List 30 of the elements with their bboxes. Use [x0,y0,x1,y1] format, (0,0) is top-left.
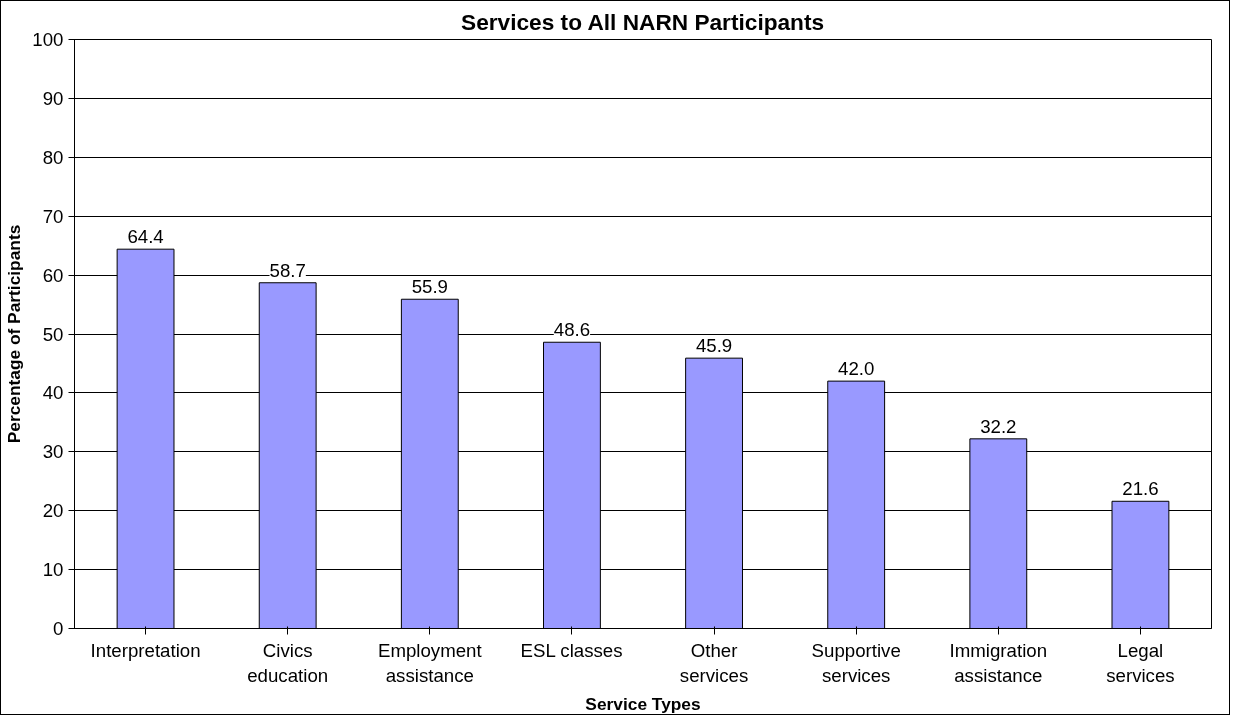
y-tick-label: 20 [42,500,64,522]
x-tick-label: ESL classes [520,639,623,661]
data-label: 64.4 [127,226,164,248]
y-tick-label: 0 [53,618,64,639]
y-tick-label: 40 [42,382,64,404]
x-tick-label: Civics education [247,639,329,686]
data-label: 32.2 [980,415,1017,437]
y-tick-label: 80 [42,146,64,168]
x-axis-title: Service Types [585,693,701,714]
x-tick-label: Interpretation [90,639,201,661]
data-label: 58.7 [269,259,306,281]
y-tick-label: 70 [42,205,64,227]
data-label: 21.6 [1122,478,1159,500]
x-tick-label: Legal services [1106,639,1175,686]
x-tick-label: Immigration assistance [949,639,1048,686]
x-tick-label: Employment assistance [377,639,483,686]
chart-title: Services to All NARN Participants [461,8,825,35]
y-tick-label: 100 [32,29,64,50]
x-tick-label: Other services [679,639,749,686]
data-label: 48.6 [553,319,591,341]
x-tick-label: Supportive services [811,639,901,686]
y-tick-label: 10 [42,559,64,581]
data-label: 45.9 [695,335,733,357]
y-tick-label: 50 [42,323,64,345]
data-label: 55.9 [411,276,448,298]
y-tick-label: 30 [42,441,64,463]
y-tick-label: 90 [42,87,64,109]
y-axis-title: Percentage of Participants [4,224,25,444]
y-tick-label: 60 [42,264,64,286]
data-label: 42.0 [838,358,875,380]
